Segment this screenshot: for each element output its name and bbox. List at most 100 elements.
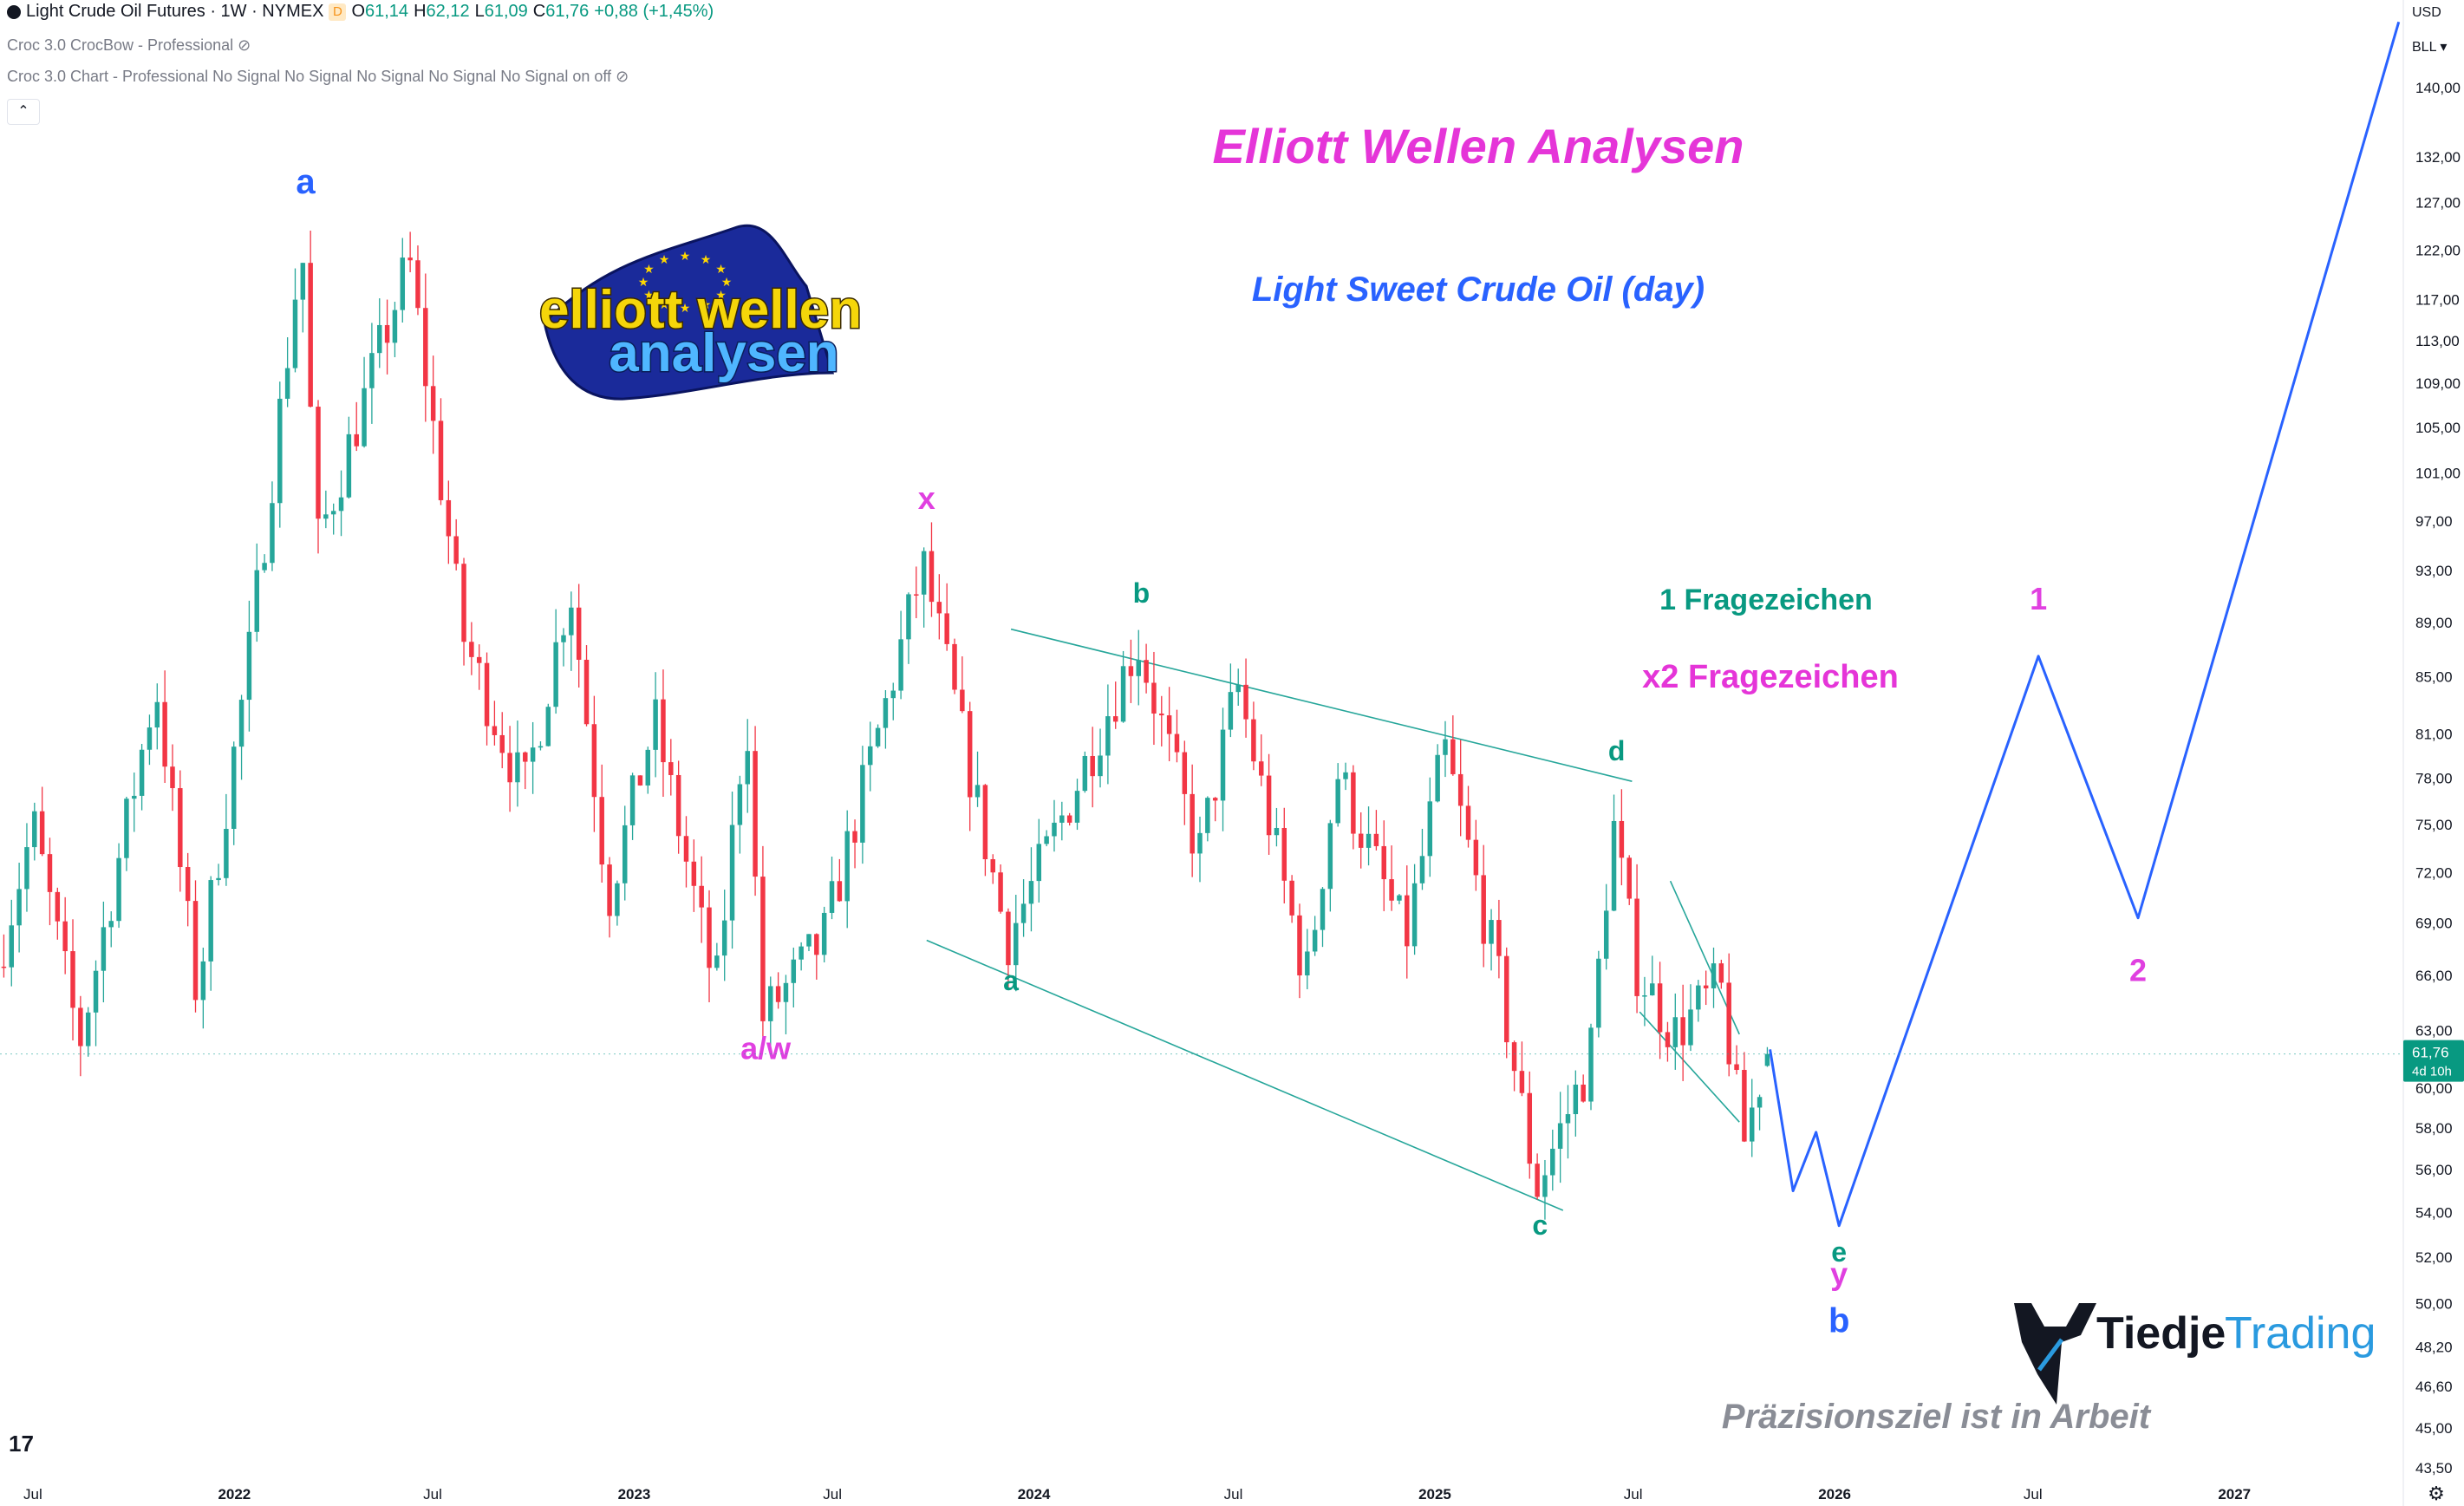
candle[interactable] <box>975 751 981 807</box>
candle[interactable] <box>1764 1046 1770 1067</box>
candle[interactable] <box>78 995 83 1077</box>
candle[interactable] <box>362 356 367 448</box>
candle[interactable] <box>1619 789 1625 886</box>
candle[interactable] <box>461 557 466 666</box>
candle[interactable] <box>1036 818 1042 903</box>
candle[interactable] <box>1535 1153 1540 1200</box>
candle[interactable] <box>1581 1074 1586 1103</box>
candle[interactable] <box>753 726 758 896</box>
candle[interactable] <box>1665 1021 1671 1062</box>
candle[interactable] <box>1128 639 1134 703</box>
candle[interactable] <box>1519 1041 1525 1097</box>
candle[interactable] <box>967 701 973 831</box>
candle[interactable] <box>1696 980 1701 1022</box>
candle[interactable] <box>1351 765 1356 850</box>
candle[interactable] <box>1320 887 1326 948</box>
candle[interactable] <box>1259 734 1264 786</box>
candle[interactable] <box>1688 984 1693 1052</box>
candle[interactable] <box>24 823 29 912</box>
candle[interactable] <box>515 720 520 807</box>
candle[interactable] <box>1657 962 1663 1059</box>
candle[interactable] <box>914 566 919 618</box>
candle[interactable] <box>139 743 145 811</box>
candle[interactable] <box>1327 819 1333 912</box>
candle[interactable] <box>1251 701 1256 771</box>
candle[interactable] <box>1565 1085 1571 1159</box>
candle[interactable] <box>1496 899 1502 979</box>
candle[interactable] <box>607 857 612 938</box>
candle[interactable] <box>9 899 15 987</box>
candle[interactable] <box>990 854 995 884</box>
tradingview-logo-icon[interactable]: 17 <box>9 1431 34 1457</box>
candle[interactable] <box>507 726 512 812</box>
candle[interactable] <box>545 703 551 746</box>
candle[interactable] <box>553 609 558 714</box>
candle[interactable] <box>1672 993 1679 1070</box>
candle[interactable] <box>952 638 957 694</box>
candle[interactable] <box>921 547 927 628</box>
candle[interactable] <box>484 652 490 746</box>
candle[interactable] <box>499 712 505 769</box>
candle[interactable] <box>1603 883 1609 970</box>
candle[interactable] <box>622 805 628 901</box>
candle[interactable] <box>929 522 935 617</box>
candle[interactable] <box>906 592 911 664</box>
candle[interactable] <box>124 796 129 871</box>
candle[interactable] <box>1465 786 1471 848</box>
candle[interactable] <box>1098 728 1103 788</box>
candle[interactable] <box>330 503 336 535</box>
candle[interactable] <box>707 890 712 1002</box>
candle[interactable] <box>1726 953 1731 1077</box>
gear-icon[interactable]: ⚙ <box>2428 1483 2445 1504</box>
candle[interactable] <box>85 1007 91 1057</box>
candle[interactable] <box>338 470 344 537</box>
wave-label[interactable]: a/w <box>740 1030 792 1066</box>
candle[interactable] <box>523 751 528 790</box>
candle[interactable] <box>262 554 267 573</box>
candle[interactable] <box>1059 801 1065 841</box>
candle[interactable] <box>1274 807 1280 847</box>
candle[interactable] <box>890 682 896 720</box>
candle[interactable] <box>438 398 444 505</box>
candle[interactable] <box>170 744 175 812</box>
candle[interactable] <box>407 231 413 273</box>
candle[interactable] <box>423 273 428 422</box>
candle[interactable] <box>154 683 160 750</box>
wave-label[interactable]: y <box>1830 1256 1848 1292</box>
candle[interactable] <box>1450 715 1456 776</box>
candle[interactable] <box>1159 695 1164 746</box>
last-price-badge[interactable]: 61,76 4d 10h <box>2403 1040 2464 1082</box>
candle[interactable] <box>668 739 674 796</box>
candle[interactable] <box>446 480 452 564</box>
annotation-note-1[interactable]: 1 Fragezeichen <box>1659 583 1873 616</box>
candle[interactable] <box>323 490 329 529</box>
candle[interactable] <box>791 947 797 1007</box>
currency-button[interactable]: USD <box>2412 5 2441 20</box>
candle[interactable] <box>599 764 604 883</box>
candle[interactable] <box>377 298 382 368</box>
candle[interactable] <box>1489 909 1494 971</box>
candle[interactable] <box>1366 806 1372 866</box>
candle[interactable] <box>1419 828 1425 890</box>
candle[interactable] <box>1596 950 1601 1038</box>
candle[interactable] <box>1588 1023 1594 1111</box>
candle[interactable] <box>1373 810 1379 851</box>
candle[interactable] <box>576 583 582 688</box>
candle[interactable] <box>768 976 773 1046</box>
symbol-title[interactable]: Light Crude Oil Futures · 1W · NYMEX <box>26 2 324 21</box>
candle[interactable] <box>132 773 137 832</box>
indicator-legend-2[interactable]: Croc 3.0 Chart - Professional No Signal … <box>7 68 629 86</box>
candle[interactable] <box>721 890 727 981</box>
candle[interactable] <box>116 843 121 929</box>
candle[interactable] <box>1343 762 1348 791</box>
candle[interactable] <box>1289 875 1294 923</box>
candle[interactable] <box>1312 916 1318 956</box>
candle[interactable] <box>1626 855 1632 905</box>
channel-trendline[interactable] <box>926 939 1564 1211</box>
wave-label[interactable]: 2 <box>2129 952 2147 988</box>
candle[interactable] <box>538 741 544 751</box>
wave-label[interactable]: c <box>1532 1209 1548 1241</box>
candle[interactable] <box>1228 663 1234 738</box>
